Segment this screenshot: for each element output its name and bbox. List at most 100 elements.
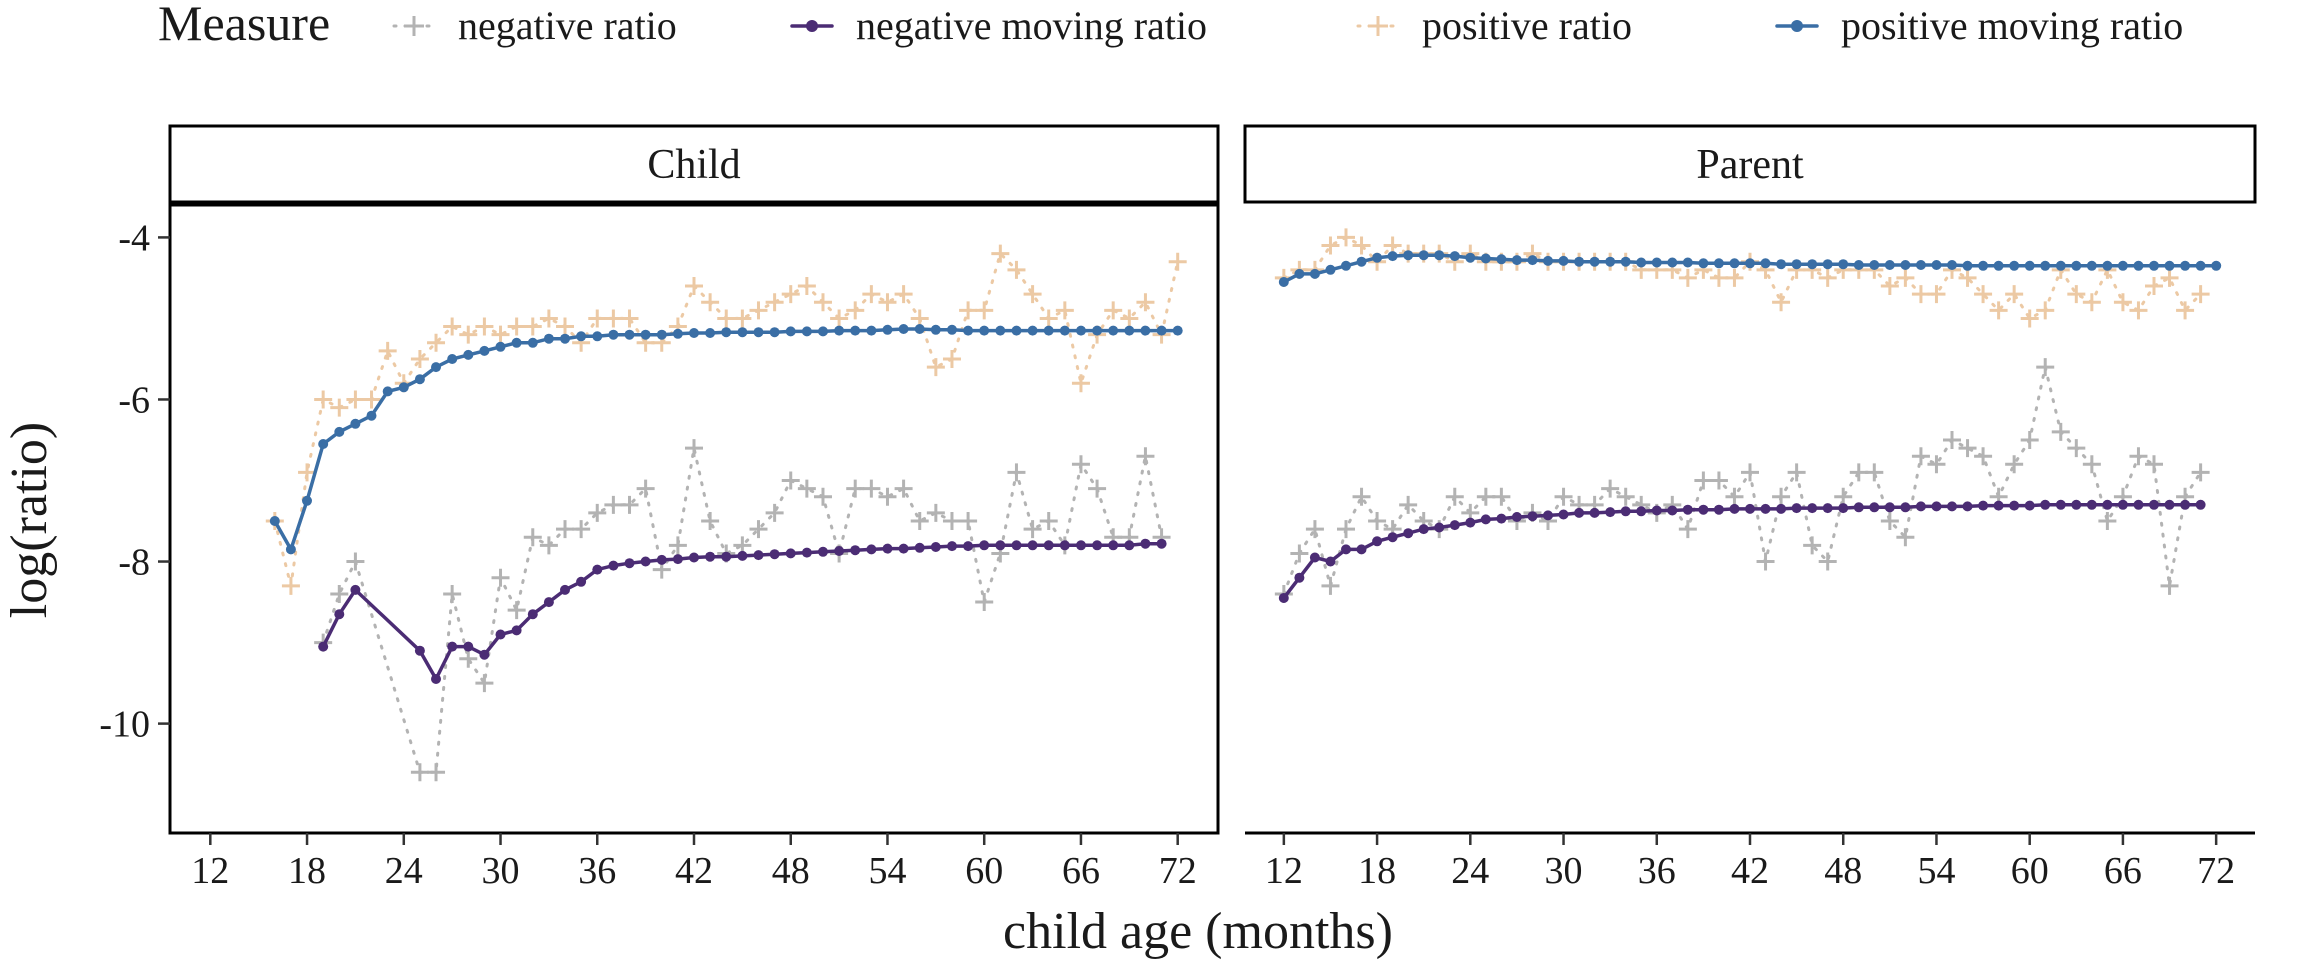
- point-pos-ratio-child-61: [991, 244, 1010, 263]
- point-pos-moving-parent-57: [1978, 260, 1989, 271]
- x-tick-label-parent-72: 72: [2197, 850, 2235, 892]
- point-pos-ratio-parent-38: [1678, 268, 1697, 287]
- point-pos-ratio-child-30: [491, 325, 510, 344]
- x-tick-label-parent-54: 54: [1917, 850, 1955, 892]
- point-pos-moving-child-70: [1140, 325, 1151, 336]
- x-tick-label-child-24: 24: [385, 850, 423, 892]
- point-pos-ratio-parent-59: [2005, 285, 2024, 304]
- point-pos-ratio-child-34: [556, 317, 575, 336]
- point-neg-ratio-parent-61: [2036, 358, 2055, 377]
- x-axis-title: child age (months): [1003, 903, 1393, 960]
- point-pos-moving-parent-14: [1309, 268, 1320, 279]
- point-neg-moving-parent-37: [1667, 505, 1678, 516]
- point-neg-ratio-parent-48: [1834, 487, 1853, 506]
- point-neg-ratio-parent-46: [1803, 536, 1822, 555]
- point-pos-ratio-child-31: [507, 317, 526, 336]
- y-tick-label--10: -10: [99, 704, 150, 746]
- point-neg-ratio-parent-55: [1943, 430, 1961, 449]
- x-tick-label-child-18: 18: [288, 850, 326, 892]
- legend-label-pos-moving: positive moving ratio: [1841, 3, 2183, 48]
- point-pos-moving-child-71: [1156, 325, 1167, 336]
- point-pos-moving-child-50: [818, 326, 828, 337]
- point-pos-moving-child-68: [1108, 325, 1119, 336]
- point-neg-ratio-child-49: [797, 479, 816, 498]
- point-neg-moving-parent-71: [2195, 499, 2206, 510]
- point-pos-moving-child-47: [769, 327, 780, 338]
- point-pos-ratio-parent-61: [2036, 301, 2055, 320]
- point-pos-moving-parent-72: [2211, 260, 2222, 271]
- point-neg-moving-parent-23: [1449, 520, 1460, 531]
- point-pos-ratio-child-21: [346, 390, 365, 409]
- point-pos-moving-child-22: [366, 410, 377, 421]
- point-pos-ratio-child-29: [475, 317, 494, 336]
- point-pos-moving-parent-30: [1558, 255, 1569, 266]
- point-neg-moving-child-63: [1027, 540, 1038, 551]
- point-pos-moving-parent-51: [1884, 260, 1895, 270]
- point-neg-moving-parent-70: [2180, 499, 2191, 510]
- series-line-pos-moving-child: [273, 327, 1180, 554]
- point-neg-moving-parent-24: [1465, 517, 1476, 528]
- point-neg-moving-parent-15: [1325, 556, 1336, 567]
- point-neg-moving-child-30: [495, 629, 506, 640]
- point-neg-moving-child-46: [753, 550, 764, 561]
- point-pos-moving-parent-12: [1278, 277, 1289, 287]
- legend-label-pos-ratio: positive ratio: [1422, 3, 1632, 48]
- point-neg-ratio-parent-62: [2051, 422, 2070, 441]
- point-neg-moving-child-35: [576, 576, 587, 587]
- point-neg-moving-parent-43: [1760, 503, 1771, 514]
- point-neg-moving-child-49: [801, 547, 812, 558]
- point-neg-ratio-child-41: [668, 536, 687, 555]
- point-neg-moving-child-32: [527, 609, 538, 620]
- point-pos-moving-parent-24: [1465, 252, 1476, 263]
- y-axis-title: log(ratio): [1, 422, 58, 618]
- point-neg-moving-parent-40: [1713, 504, 1724, 515]
- point-pos-moving-parent-32: [1589, 256, 1600, 267]
- legend: Measure negative ratio negative moving ra…: [158, 0, 2183, 51]
- point-neg-ratio-parent-54: [1927, 455, 1946, 474]
- point-neg-moving-parent-48: [1838, 503, 1849, 514]
- point-neg-moving-parent-18: [1372, 536, 1383, 547]
- point-neg-moving-child-50: [818, 546, 828, 557]
- point-neg-ratio-child-21: [346, 552, 365, 571]
- point-neg-moving-child-67: [1092, 540, 1103, 551]
- point-neg-moving-child-54: [882, 543, 893, 554]
- point-neg-moving-parent-12: [1278, 593, 1289, 603]
- point-pos-ratio-child-20: [330, 398, 349, 417]
- point-pos-ratio-parent-15: [1321, 236, 1340, 255]
- point-pos-moving-parent-21: [1418, 250, 1429, 261]
- point-pos-moving-parent-64: [2086, 260, 2097, 271]
- point-neg-ratio-parent-59: [2005, 455, 2024, 474]
- point-pos-moving-child-33: [543, 333, 554, 344]
- series-line-pos-ratio-child: [273, 250, 1180, 587]
- point-neg-moving-child-69: [1124, 540, 1135, 551]
- point-neg-ratio-child-59: [959, 512, 978, 531]
- point-neg-ratio-child-64: [1039, 512, 1058, 531]
- point-neg-ratio-parent-69: [2160, 576, 2179, 595]
- point-pos-ratio-child-59: [959, 301, 978, 320]
- point-pos-moving-child-43: [705, 328, 716, 338]
- point-pos-ratio-child-50: [813, 293, 832, 312]
- point-pos-moving-child-21: [350, 418, 361, 429]
- point-pos-ratio-child-63: [1023, 285, 1042, 304]
- point-neg-ratio-parent-38: [1678, 520, 1697, 539]
- point-neg-moving-child-47: [769, 549, 780, 560]
- panel-child: Child 12 18 24 30 36 42 48 54 60 66 72 -4 -6 -8 -10: [99, 124, 1220, 892]
- point-pos-moving-child-29: [479, 345, 490, 356]
- series-line-neg-moving-child: [321, 541, 1164, 683]
- point-neg-moving-parent-53: [1915, 501, 1926, 512]
- point-pos-moving-child-25: [414, 374, 425, 385]
- legend-key-point-neg-moving: [806, 20, 818, 32]
- point-neg-ratio-child-37: [604, 495, 623, 514]
- point-pos-moving-parent-17: [1356, 256, 1367, 267]
- x-tick-label-parent-60: 60: [2011, 850, 2049, 892]
- point-neg-moving-parent-47: [1822, 503, 1833, 514]
- point-pos-moving-parent-66: [2117, 260, 2128, 271]
- x-tick-label-parent-36: 36: [1638, 850, 1676, 892]
- point-pos-moving-parent-68: [2149, 260, 2159, 271]
- point-neg-moving-parent-56: [1962, 501, 1973, 512]
- point-neg-moving-child-39: [640, 556, 651, 567]
- point-pos-moving-child-36: [592, 331, 603, 342]
- x-tick-label-parent-48: 48: [1824, 850, 1862, 892]
- point-pos-moving-child-67: [1092, 325, 1103, 336]
- point-neg-ratio-parent-47: [1818, 552, 1837, 571]
